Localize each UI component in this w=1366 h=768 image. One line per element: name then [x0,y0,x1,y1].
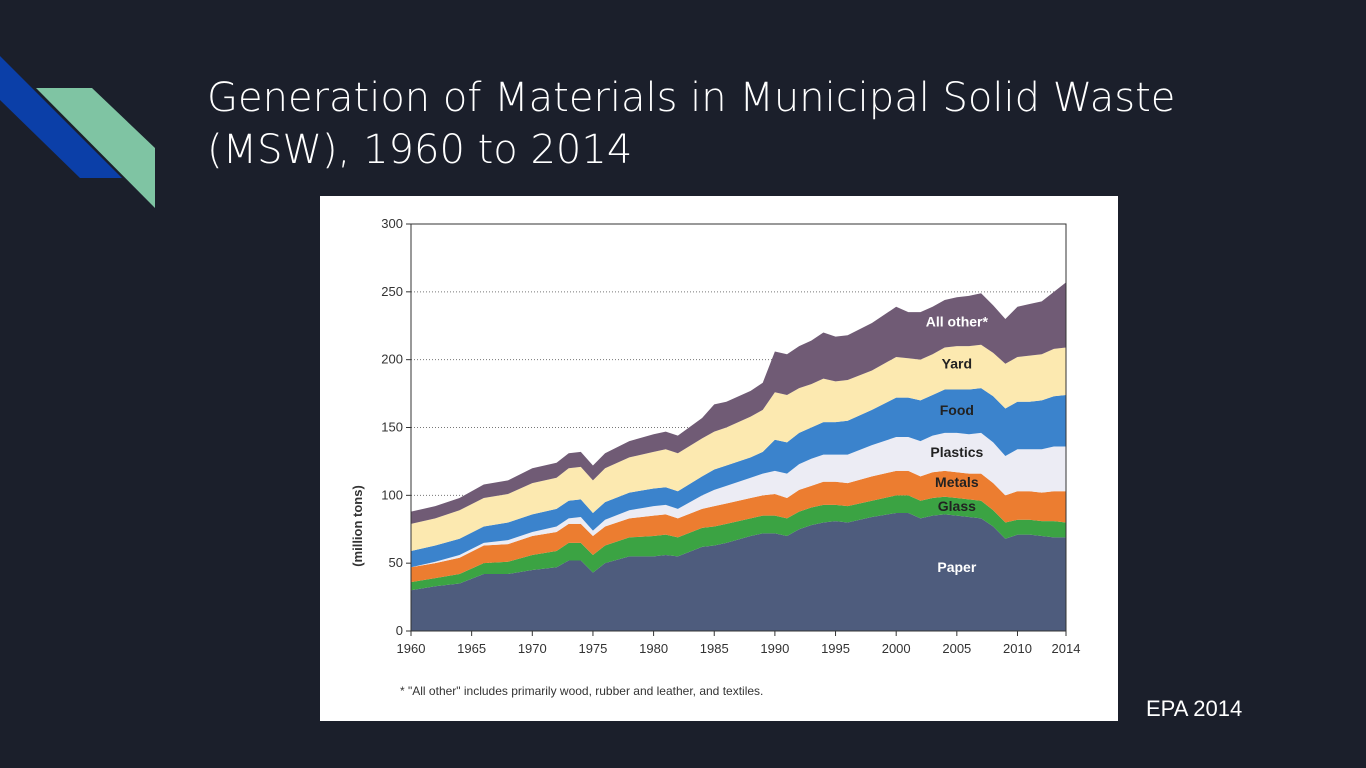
y-tick-label: 100 [381,487,403,502]
x-tick-label: 1980 [639,641,668,656]
band-label-yard: Yard [942,356,972,372]
band-label-glass: Glass [938,498,976,514]
x-tick-label: 1975 [578,641,607,656]
y-tick-label: 150 [381,420,403,435]
decorative-chevron-shapes [0,56,155,208]
x-tick-labels: 1960 1965 1970 1975 1980 1985 1990 1995 2000 2005… [397,631,1081,656]
x-tick-label: 1965 [457,641,486,656]
slide-title: Generation of Materials in Municipal Sol… [207,75,1176,173]
area-yard [411,344,1066,551]
y-tick-label: 200 [381,352,403,367]
blue-chevron-shape [0,56,122,178]
green-chevron-shape [36,88,155,208]
x-tick-label: 2010 [1003,641,1032,656]
x-tick-label: 1985 [700,641,729,656]
band-labels: All other* Yard Food Plastics Metals Glass Pap… [926,314,989,576]
y-tick-label: 250 [381,284,403,299]
y-tick-label: 50 [389,555,403,570]
area-plastics [411,432,1066,568]
band-label-all-other: All other* [926,314,989,330]
band-label-plastics: Plastics [930,444,983,460]
x-tick-label: 2005 [942,641,971,656]
x-tick-label: 1960 [397,641,426,656]
band-label-metals: Metals [935,474,979,490]
x-tick-label: 1970 [518,641,547,656]
chart-panel: 0 50 100 150 200 250 300 1960 1965 1970 1975 1980 1… [320,196,1118,721]
band-label-food: Food [940,402,974,418]
x-tick-label: 1990 [760,641,789,656]
source-citation: EPA 2014 [1146,696,1243,721]
y-axis-label: (million tons) [350,485,365,567]
y-tick-label: 300 [381,216,403,231]
y-tick-labels: 0 50 100 150 200 250 300 [381,216,411,638]
area-all-other [411,282,1066,524]
x-tick-label: 2014 [1052,641,1081,656]
y-tick-label: 0 [396,623,403,638]
area-food [411,388,1066,568]
chart-footnote: * "All other" includes primarily wood, r… [400,684,764,698]
area-series [411,282,1066,631]
band-label-paper: Paper [937,559,976,575]
x-tick-label: 1995 [821,641,850,656]
area-paper [411,512,1066,631]
x-tick-label: 2000 [882,641,911,656]
